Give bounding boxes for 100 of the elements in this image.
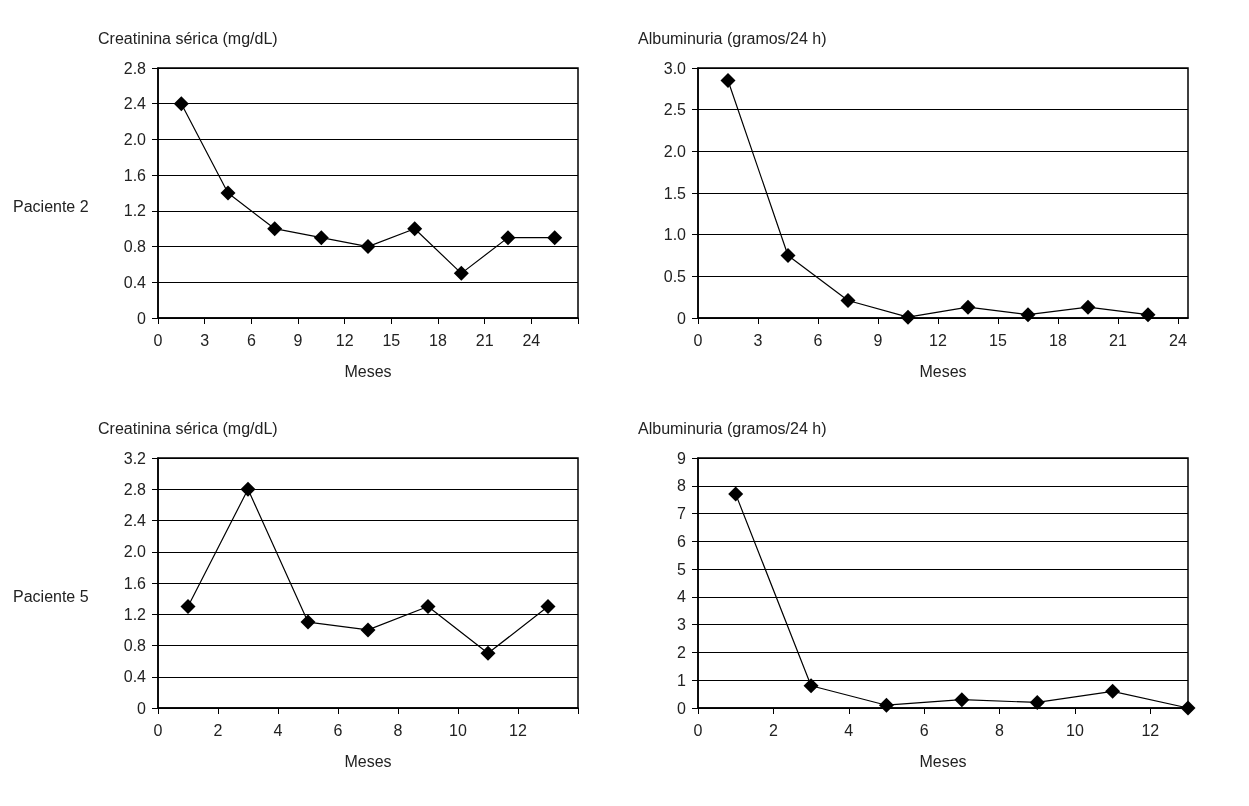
point <box>1029 694 1045 710</box>
point <box>1020 307 1036 323</box>
point <box>1180 700 1196 716</box>
y-tick-label: 0.8 <box>123 637 147 654</box>
point <box>240 481 256 497</box>
point <box>547 230 563 246</box>
y-tick-label: 2 <box>677 643 687 661</box>
x-tick-label: 3 <box>200 331 210 349</box>
y-tick-label: 0 <box>137 309 147 327</box>
x-tick-label: 18 <box>1049 331 1067 349</box>
y-tick-label: 9 <box>677 449 687 467</box>
y-tick-label: 3.0 <box>663 59 687 77</box>
x-tick-label: 21 <box>475 331 494 349</box>
x-tick-label: 9 <box>873 331 883 349</box>
x-tick-label: 12 <box>929 331 947 349</box>
point <box>900 309 916 325</box>
point <box>480 645 496 661</box>
y-tick-label: 1.6 <box>123 166 147 184</box>
y-tick-label: 1.6 <box>123 574 147 592</box>
y-tick-label: 0 <box>137 699 147 717</box>
point <box>220 185 236 201</box>
point <box>267 221 283 237</box>
x-tick-label: 2 <box>768 721 778 739</box>
y-tick-label: 4 <box>677 588 687 606</box>
x-tick-label: 12 <box>1141 721 1160 739</box>
point <box>180 598 196 614</box>
y-tick-label: 2.0 <box>663 142 687 160</box>
x-tick-label: 0 <box>153 721 163 739</box>
point <box>803 678 819 694</box>
y-tick-label: 1 <box>677 671 687 689</box>
point <box>420 598 436 614</box>
y-tick-label: 7 <box>677 505 687 523</box>
text: Paciente 2 <box>13 197 89 215</box>
point <box>954 692 970 708</box>
y-tick-label: 3 <box>677 616 687 634</box>
text: Paciente 5 <box>13 587 89 605</box>
x-tick-label: 2 <box>213 721 223 739</box>
x-axis-title: Meses <box>344 752 392 770</box>
x-tick-label: 0 <box>693 331 703 349</box>
point <box>173 96 189 112</box>
y-tick-label: 1.0 <box>663 226 687 244</box>
x-tick-label: 18 <box>429 331 447 349</box>
x-tick-label: 0 <box>693 721 703 739</box>
y-tick-label: 2.4 <box>123 512 147 529</box>
x-tick-label: 21 <box>1109 331 1127 349</box>
x-tick-label: 8 <box>995 721 1005 739</box>
y-tick-label: 0.4 <box>123 668 147 686</box>
y-tick-label: 5 <box>677 560 687 578</box>
x-tick-label: 10 <box>1066 721 1084 739</box>
y-tick-label: 6 <box>677 532 687 550</box>
x-tick-label: 6 <box>919 721 929 739</box>
point <box>540 598 556 614</box>
point <box>407 221 423 237</box>
y-tick-label: 2.8 <box>123 480 147 498</box>
point <box>1105 683 1121 699</box>
y-tick-label: 1.2 <box>123 605 147 623</box>
x-tick-label: 10 <box>449 721 467 739</box>
x-tick-label: 12 <box>335 331 354 349</box>
x-axis-title: Meses <box>919 362 967 380</box>
y-axis-title: Creatinina sérica (mg/dL) <box>98 29 278 47</box>
point <box>720 73 736 88</box>
x-tick-label: 15 <box>989 331 1007 349</box>
x-tick-label: 0 <box>153 331 163 349</box>
point <box>878 697 894 713</box>
point <box>300 614 316 630</box>
y-tick-label: 0 <box>677 309 687 327</box>
x-axis-title: Meses <box>919 752 967 770</box>
y-tick-label: 1.2 <box>123 202 147 220</box>
y-axis-title: Albuminuria (gramos/24 h) <box>638 29 827 47</box>
point <box>313 230 329 246</box>
point <box>1080 299 1096 315</box>
x-tick-label: 24 <box>1169 331 1187 349</box>
x-tick-label: 8 <box>393 721 403 739</box>
y-tick-label: 8 <box>677 477 687 495</box>
point <box>840 293 856 308</box>
point <box>500 230 516 246</box>
point <box>780 248 796 263</box>
y-tick-label: 2.0 <box>123 543 147 561</box>
x-tick-label: 24 <box>522 331 541 349</box>
point <box>360 622 376 638</box>
x-tick-label: 6 <box>246 331 256 349</box>
y-tick-label: 2.0 <box>123 130 147 148</box>
x-axis-title: Meses <box>344 362 392 380</box>
x-tick-label: 15 <box>382 331 401 349</box>
x-tick-label: 9 <box>293 331 303 349</box>
point <box>728 486 744 502</box>
x-tick-label: 6 <box>813 331 823 349</box>
y-tick-label: 1.5 <box>663 184 687 202</box>
point <box>453 265 469 281</box>
x-tick-label: 4 <box>273 721 283 739</box>
y-tick-label: 3.2 <box>123 449 147 467</box>
y-tick-label: 0 <box>677 699 687 717</box>
y-tick-label: 0.8 <box>123 238 147 256</box>
x-tick-label: 6 <box>333 721 343 739</box>
y-axis-title: Creatinina sérica (mg/dL) <box>98 419 278 437</box>
x-tick-label: 3 <box>753 331 763 349</box>
point <box>960 299 976 315</box>
x-tick-label: 4 <box>844 721 854 739</box>
y-tick-label: 2.4 <box>123 95 147 113</box>
point <box>360 239 376 255</box>
